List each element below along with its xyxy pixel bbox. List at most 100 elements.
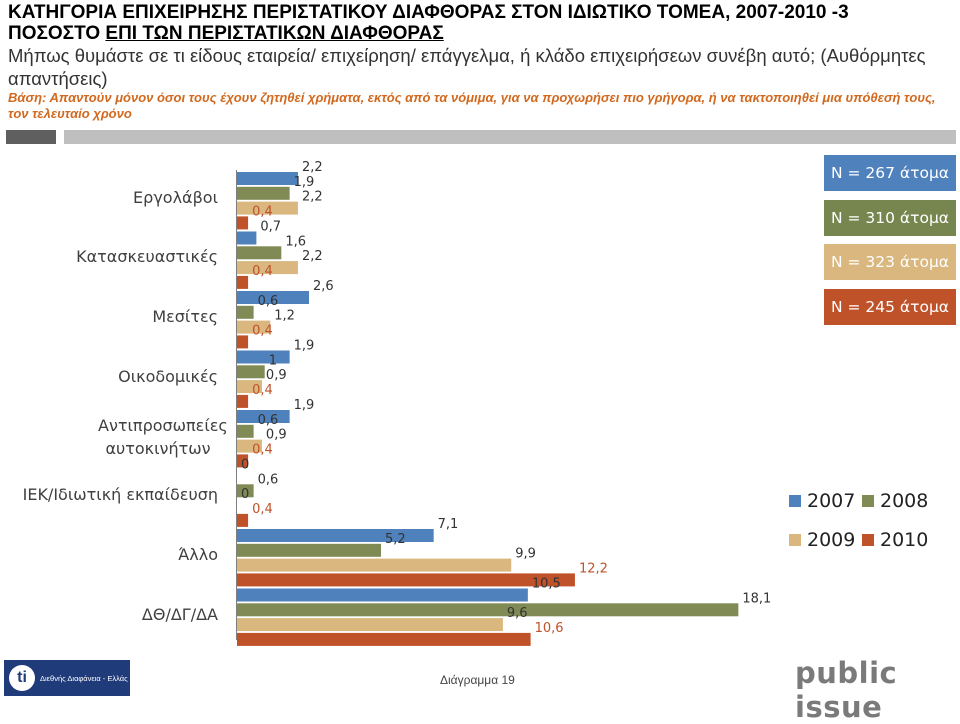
legend-label-2010: 2010 xyxy=(880,529,929,551)
bar-2009-3 xyxy=(237,380,262,394)
bar-2007-6 xyxy=(237,529,434,542)
category-label-1: Κατασκευαστικές xyxy=(76,247,218,266)
bar-label-2008-6: 5,2 xyxy=(385,532,406,547)
sample-size-2007: N = 267 άτομα xyxy=(824,155,956,191)
bar-2008-2 xyxy=(237,305,254,319)
sample-size-2009: N = 323 άτομα xyxy=(824,244,956,280)
diagram-number: Διάγραμμα 19 xyxy=(440,673,515,687)
bar-label-2008-7: 18,1 xyxy=(742,591,771,606)
chart-title-line-2: ΠΟΣΟΣΤΟ ΕΠΙ ΤΩΝ ΠΕΡΙΣΤΑΤΙΚΩΝ ΔΙΑΦΘΟΡΑΣ xyxy=(8,23,444,45)
bar-label-2010-7: 10,6 xyxy=(535,621,564,636)
category-label-6: Άλλο xyxy=(178,545,218,564)
header-band-light xyxy=(64,130,956,144)
bar-2008-0 xyxy=(237,186,290,200)
bar-label-2008-3: 1 xyxy=(269,353,277,368)
legend-swatch-2009 xyxy=(789,534,801,546)
bar-2008-7 xyxy=(237,603,739,617)
bar-2010-2 xyxy=(237,335,249,349)
legend-label-2007: 2007 xyxy=(807,490,856,512)
bar-label-2010-1: 0,4 xyxy=(252,264,273,279)
bar-label-2010-0: 0,4 xyxy=(252,204,273,219)
bar-label-2010-4: 0,4 xyxy=(252,442,273,457)
bar-label-2010-6: 12,2 xyxy=(579,561,608,576)
bar-2009-4 xyxy=(237,439,262,453)
legend-2007: 2007 xyxy=(789,490,855,512)
bar-label-2009-0: 2,2 xyxy=(302,190,323,205)
bar-2010-4 xyxy=(237,454,249,468)
category-label-2: Μεσίτες xyxy=(152,307,218,326)
bar-label-2009-7: 9,6 xyxy=(507,606,528,621)
bar-2008-3 xyxy=(237,365,265,379)
bar-label-2009-3: 0,9 xyxy=(266,368,287,383)
category-label-0: Εργολάβοι xyxy=(133,188,218,207)
bar-2008-1 xyxy=(237,246,282,260)
title-underlined-part: ΕΠΙ ΤΩΝ ΠΕΡΙΣΤΑΤΙΚΩΝ ΔΙΑΦΘΟΡΑΣ xyxy=(105,23,444,44)
title-plain-part: ΠΟΣΟΣΤΟ xyxy=(8,23,106,44)
bar-label-2008-4: 0,6 xyxy=(258,413,279,428)
bar-2009-2 xyxy=(237,320,271,334)
bar-label-2010-2: 0,4 xyxy=(252,323,273,338)
bar-2007-2 xyxy=(237,291,310,304)
bar-2009-6 xyxy=(237,558,512,572)
legend-swatch-2008 xyxy=(862,495,874,507)
sample-size-2010: N = 245 άτομα xyxy=(824,289,956,325)
category-label-4-text: Αντιπροσωπείες αυτοκινήτων xyxy=(98,416,228,458)
y-axis-line xyxy=(236,170,237,640)
legend-label-2009: 2009 xyxy=(807,529,856,551)
bar-2010-5 xyxy=(237,513,249,527)
bar-2008-5 xyxy=(237,484,254,498)
category-label-4: Αντιπροσωπείες αυτοκινήτων xyxy=(8,414,228,460)
legend-label-2008: 2008 xyxy=(880,490,929,512)
legend-2009: 2009 xyxy=(789,529,855,551)
question-subtitle: Μήπως θυμάστε σε τι είδους εταιρεία/ επι… xyxy=(8,45,926,89)
bar-2010-0 xyxy=(237,216,249,230)
bar-label-2007-1: 0,7 xyxy=(260,220,281,235)
bar-2010-6 xyxy=(237,573,575,587)
bar-chart: 2,21,92,20,40,71,62,20,42,60,61,20,41,91… xyxy=(237,160,771,646)
bar-label-2010-3: 0,4 xyxy=(252,383,273,398)
sample-size-2008: N = 310 άτομα xyxy=(824,200,956,236)
chart-title-line-1: ΚΑΤΗΓΟΡΙΑ ΕΠΙΧΕΙΡΗΣΗΣ ΠΕΡΙΣΤΑΤΙΚΟΥ ΔΙΑΦΘ… xyxy=(8,2,849,23)
header-band-dark xyxy=(6,130,56,144)
bar-label-2008-5: 0,6 xyxy=(258,472,279,487)
bar-label-2007-5: 0 xyxy=(241,458,249,473)
transparency-international-logo: ti Διεθνής Διαφάνεια - Ελλάς xyxy=(4,660,130,696)
legend-swatch-2007 xyxy=(789,495,801,507)
bar-label-2009-2: 1,2 xyxy=(274,309,295,324)
bar-2008-6 xyxy=(237,543,382,557)
bar-2008-4 xyxy=(237,424,254,438)
bar-2010-7 xyxy=(237,632,531,646)
logo-globe-icon: ti xyxy=(9,665,35,691)
basis-note: Βάση: Απαντούν μόνον όσοι τους έχουν ζητ… xyxy=(8,90,936,121)
bar-label-2008-0: 1,9 xyxy=(294,175,315,190)
bar-label-2010-5: 0,4 xyxy=(252,502,273,517)
bar-label-2009-5: 0 xyxy=(241,487,249,502)
legend-2008: 2008 xyxy=(862,490,928,512)
bar-2009-1 xyxy=(237,261,298,275)
bar-2007-0 xyxy=(237,172,298,185)
legend-2010: 2010 xyxy=(862,529,928,551)
bar-label-2008-2: 0,6 xyxy=(258,294,279,309)
bar-2010-3 xyxy=(237,394,249,408)
bar-label-2009-4: 0,9 xyxy=(266,428,287,443)
bar-label-2007-6: 7,1 xyxy=(438,517,459,532)
bar-label-2009-1: 2,2 xyxy=(302,249,323,264)
bar-label-2007-7: 10,5 xyxy=(532,577,561,592)
bar-label-2009-6: 9,9 xyxy=(515,547,536,562)
bar-2007-3 xyxy=(237,350,290,364)
bar-label-2007-4: 1,9 xyxy=(294,398,315,413)
bar-2009-7 xyxy=(237,618,503,632)
category-label-3: Οικοδομικές xyxy=(118,367,218,386)
bar-label-2007-3: 1,9 xyxy=(294,339,315,354)
bar-2009-0 xyxy=(237,201,298,215)
category-label-7: ΔΘ/ΔΓ/ΔΑ xyxy=(141,605,218,624)
bar-label-2008-1: 1,6 xyxy=(285,234,306,249)
bar-label-2007-2: 2,6 xyxy=(313,279,334,294)
bar-2007-7 xyxy=(237,588,528,602)
bar-2010-1 xyxy=(237,275,249,289)
logo-text: Διεθνής Διαφάνεια - Ελλάς xyxy=(40,673,128,683)
bar-2007-4 xyxy=(237,410,290,423)
bar-2007-1 xyxy=(237,231,257,245)
public-issue-logo: public issue xyxy=(795,656,898,724)
category-label-5: ΙΕΚ/Ιδιωτική εκπαίδευση xyxy=(22,485,218,504)
